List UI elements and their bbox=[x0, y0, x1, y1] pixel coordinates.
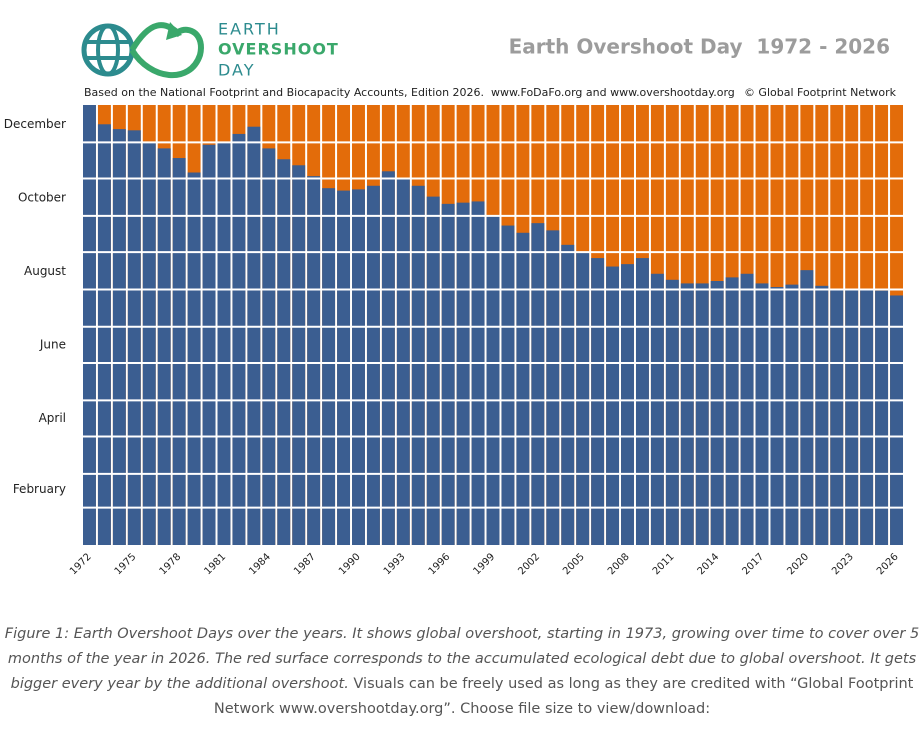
bar bbox=[456, 202, 470, 545]
logo-text: DAY bbox=[218, 61, 256, 80]
x-tick-label: 1987 bbox=[292, 551, 318, 577]
bar bbox=[337, 190, 351, 545]
bar bbox=[486, 215, 500, 545]
x-tick-label: 2020 bbox=[785, 551, 811, 577]
x-tick-label: 1972 bbox=[68, 551, 94, 577]
bar bbox=[576, 252, 590, 546]
x-tick-label: 1984 bbox=[247, 551, 273, 577]
x-tick-label: 2011 bbox=[651, 551, 677, 577]
y-tick-label: June bbox=[39, 337, 66, 351]
bar bbox=[426, 196, 440, 545]
x-tick-label: 2023 bbox=[830, 551, 856, 577]
bar bbox=[531, 223, 545, 545]
bar bbox=[680, 283, 694, 545]
bar bbox=[710, 281, 724, 545]
bar bbox=[262, 148, 276, 545]
bar bbox=[546, 230, 560, 545]
caption-plain: Visuals can be freely used as long as th… bbox=[213, 676, 914, 717]
bar bbox=[785, 284, 799, 545]
x-tick-label: 1978 bbox=[158, 551, 184, 577]
bar bbox=[890, 295, 903, 545]
x-tick-label: 1996 bbox=[427, 551, 453, 577]
bar bbox=[875, 290, 889, 545]
bar bbox=[441, 203, 455, 546]
y-tick-label: October bbox=[18, 190, 66, 204]
x-tick-label: 2026 bbox=[875, 551, 901, 577]
caption: Figure 1: Earth Overshoot Days over the … bbox=[0, 622, 924, 722]
credit: © Global Footprint Network bbox=[744, 86, 897, 99]
y-tick-label: February bbox=[13, 482, 66, 496]
bar bbox=[501, 225, 515, 545]
bar bbox=[247, 126, 261, 545]
bar bbox=[277, 159, 291, 545]
bar bbox=[396, 178, 410, 545]
x-tick-label: 2002 bbox=[516, 551, 542, 577]
x-tick-label: 1999 bbox=[471, 551, 497, 577]
bar bbox=[381, 171, 395, 545]
bar bbox=[800, 270, 814, 545]
bar bbox=[127, 130, 141, 545]
bar bbox=[860, 289, 874, 545]
logo-icon bbox=[81, 22, 204, 79]
y-tick-label: August bbox=[24, 264, 66, 278]
bar bbox=[591, 258, 605, 545]
y-tick-label: April bbox=[39, 411, 66, 425]
logo-text: OVERSHOOT bbox=[218, 40, 339, 59]
bar bbox=[366, 185, 380, 545]
bar bbox=[770, 287, 784, 545]
bar bbox=[740, 273, 754, 545]
bar bbox=[202, 144, 216, 545]
x-tick-label: 1975 bbox=[113, 551, 139, 577]
bar bbox=[606, 266, 620, 545]
bar bbox=[411, 185, 425, 545]
bar bbox=[725, 277, 739, 545]
chart-title: Earth Overshoot Day 1972 - 2026 bbox=[509, 35, 890, 59]
bar bbox=[322, 188, 336, 545]
x-tick-label: 1981 bbox=[202, 551, 228, 577]
chart: EARTH OVERSHOOT DAY Earth Overshoot Day … bbox=[4, 20, 904, 577]
bar bbox=[112, 129, 126, 545]
x-tick-label: 2017 bbox=[740, 551, 766, 577]
bar bbox=[650, 273, 664, 545]
bar bbox=[845, 289, 859, 545]
bar bbox=[695, 283, 709, 545]
x-tick-label: 1990 bbox=[337, 551, 363, 577]
bar bbox=[561, 244, 575, 545]
x-tick-label: 1993 bbox=[382, 551, 408, 577]
bar bbox=[815, 285, 829, 545]
logo-text: EARTH bbox=[218, 20, 281, 39]
bar bbox=[516, 232, 530, 545]
bar bbox=[157, 148, 171, 545]
bar bbox=[83, 105, 96, 545]
bar bbox=[217, 142, 231, 545]
x-tick-label: 2005 bbox=[561, 551, 587, 577]
caption-italic: Figure 1: Earth Overshoot Days over the … bbox=[4, 626, 920, 692]
bar bbox=[142, 142, 156, 545]
subtitle: Based on the National Footprint and Bioc… bbox=[84, 86, 735, 99]
x-tick-label: 2014 bbox=[696, 551, 722, 577]
bar bbox=[755, 283, 769, 545]
y-tick-label: December bbox=[4, 117, 66, 131]
bar bbox=[172, 158, 186, 546]
bar bbox=[635, 258, 649, 545]
bar bbox=[352, 189, 365, 546]
bar bbox=[97, 124, 111, 546]
x-tick-label: 2008 bbox=[606, 551, 632, 577]
bar bbox=[307, 176, 321, 545]
bar bbox=[621, 264, 634, 545]
bar bbox=[665, 279, 679, 545]
bar bbox=[232, 133, 246, 545]
bar bbox=[830, 289, 844, 545]
bar bbox=[187, 172, 201, 546]
bar bbox=[471, 201, 485, 545]
bar bbox=[292, 165, 306, 545]
